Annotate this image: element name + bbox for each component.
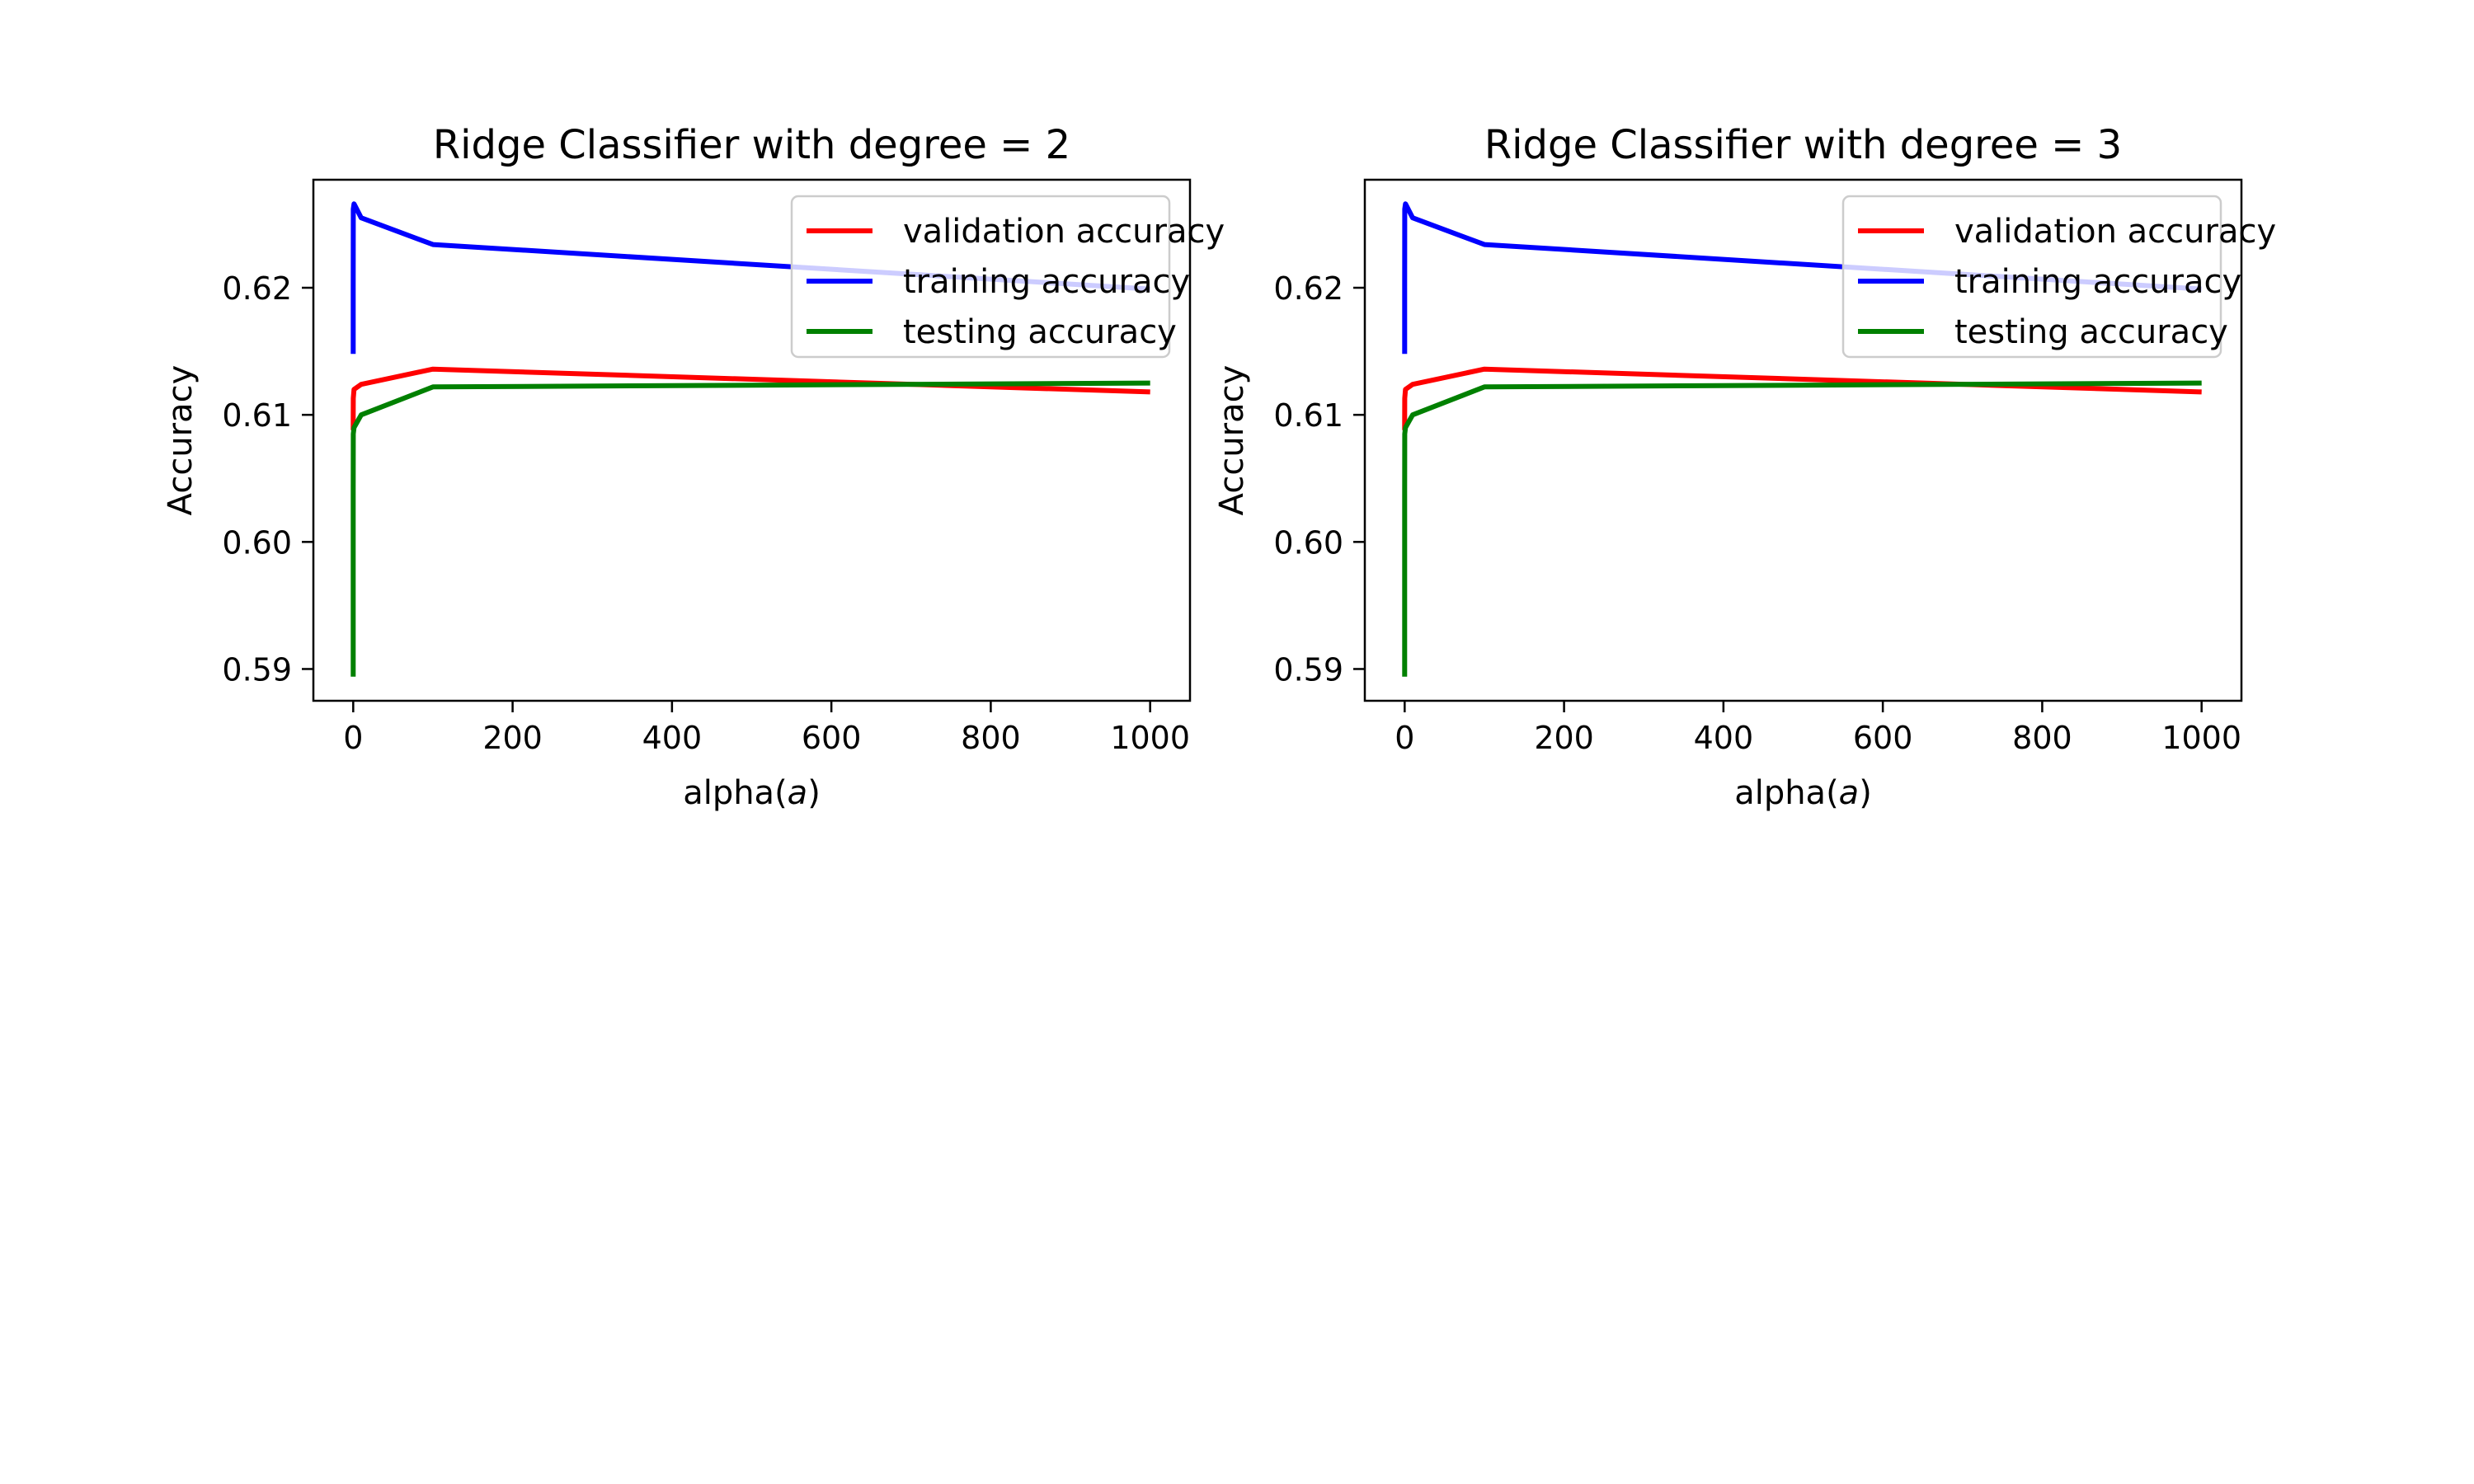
charts: Ridge Classifier with degree = 2 0 200 400 6… bbox=[162, 122, 2276, 812]
y-tick-label: 0.60 bbox=[1273, 524, 1343, 561]
x-tick-label: 600 bbox=[1853, 720, 1913, 756]
legend-box bbox=[790, 195, 1171, 359]
series-line-validation-accuracy bbox=[350, 366, 1150, 430]
series-line-validation-accuracy bbox=[1402, 366, 2202, 430]
x-axis-label-close: ) bbox=[1859, 774, 1872, 812]
series-line-testing-accuracy bbox=[1402, 380, 2202, 677]
x-tick-label: 1000 bbox=[1110, 720, 1190, 756]
x-tick-label: 400 bbox=[1694, 720, 1754, 756]
legend-box bbox=[1841, 195, 2222, 359]
x-tick-label: 0 bbox=[1395, 720, 1414, 756]
chart-title: Ridge Classifier with degree = 3 bbox=[1484, 122, 2122, 168]
y-tick-label: 0.62 bbox=[222, 270, 292, 307]
chart-2: Ridge Classifier with degree = 3 0 200 400 6… bbox=[1213, 122, 2276, 812]
x-tick-label: 1000 bbox=[2161, 720, 2241, 756]
x-axis-label-math: a bbox=[788, 774, 808, 812]
chart-1: Ridge Classifier with degree = 2 0 200 400 6… bbox=[162, 122, 1225, 812]
x-tick-label: 600 bbox=[802, 720, 862, 756]
legend-label: testing accuracy bbox=[1954, 313, 2228, 351]
chart-title: Ridge Classifier with degree = 2 bbox=[433, 122, 1070, 168]
x-axis-label-text: alpha( bbox=[1734, 774, 1838, 812]
y-tick-label: 0.59 bbox=[222, 651, 292, 688]
x-tick-label: 200 bbox=[1534, 720, 1594, 756]
series-line-training-accuracy bbox=[350, 201, 1150, 355]
y-tick-label: 0.62 bbox=[1273, 270, 1343, 307]
x-tick-label: 800 bbox=[961, 720, 1021, 756]
x-axis-label: alpha(a) bbox=[1734, 774, 1872, 812]
y-axis-label: Accuracy bbox=[1213, 365, 1251, 516]
y-tick-label: 0.61 bbox=[1273, 397, 1343, 434]
axes-frame bbox=[312, 178, 1192, 702]
x-axis-label-math: a bbox=[1839, 774, 1860, 812]
legend-label: training accuracy bbox=[903, 263, 1190, 301]
legend: validation accuracy training accuracy test… bbox=[1841, 195, 2276, 359]
y-tick-label: 0.60 bbox=[222, 524, 292, 561]
x-axis-label-close: ) bbox=[807, 774, 821, 812]
legend-label: training accuracy bbox=[1954, 263, 2241, 301]
axes-frame bbox=[1363, 178, 2243, 702]
x-tick-label: 400 bbox=[642, 720, 703, 756]
x-tick-label: 200 bbox=[482, 720, 543, 756]
x-axis-label: alpha(a) bbox=[683, 774, 821, 812]
y-axis-label: Accuracy bbox=[162, 365, 200, 516]
legend-label: validation accuracy bbox=[903, 213, 1225, 251]
x-axis-label-text: alpha( bbox=[683, 774, 787, 812]
y-tick-label: 0.61 bbox=[222, 397, 292, 434]
y-tick-label: 0.59 bbox=[1273, 651, 1343, 688]
legend: validation accuracy training accuracy test… bbox=[790, 195, 1225, 359]
series-line-testing-accuracy bbox=[350, 380, 1150, 677]
legend-label: testing accuracy bbox=[903, 313, 1177, 351]
legend-label: validation accuracy bbox=[1954, 213, 2276, 251]
x-tick-label: 800 bbox=[2012, 720, 2072, 756]
series-line-training-accuracy bbox=[1402, 201, 2202, 355]
x-tick-label: 0 bbox=[343, 720, 363, 756]
